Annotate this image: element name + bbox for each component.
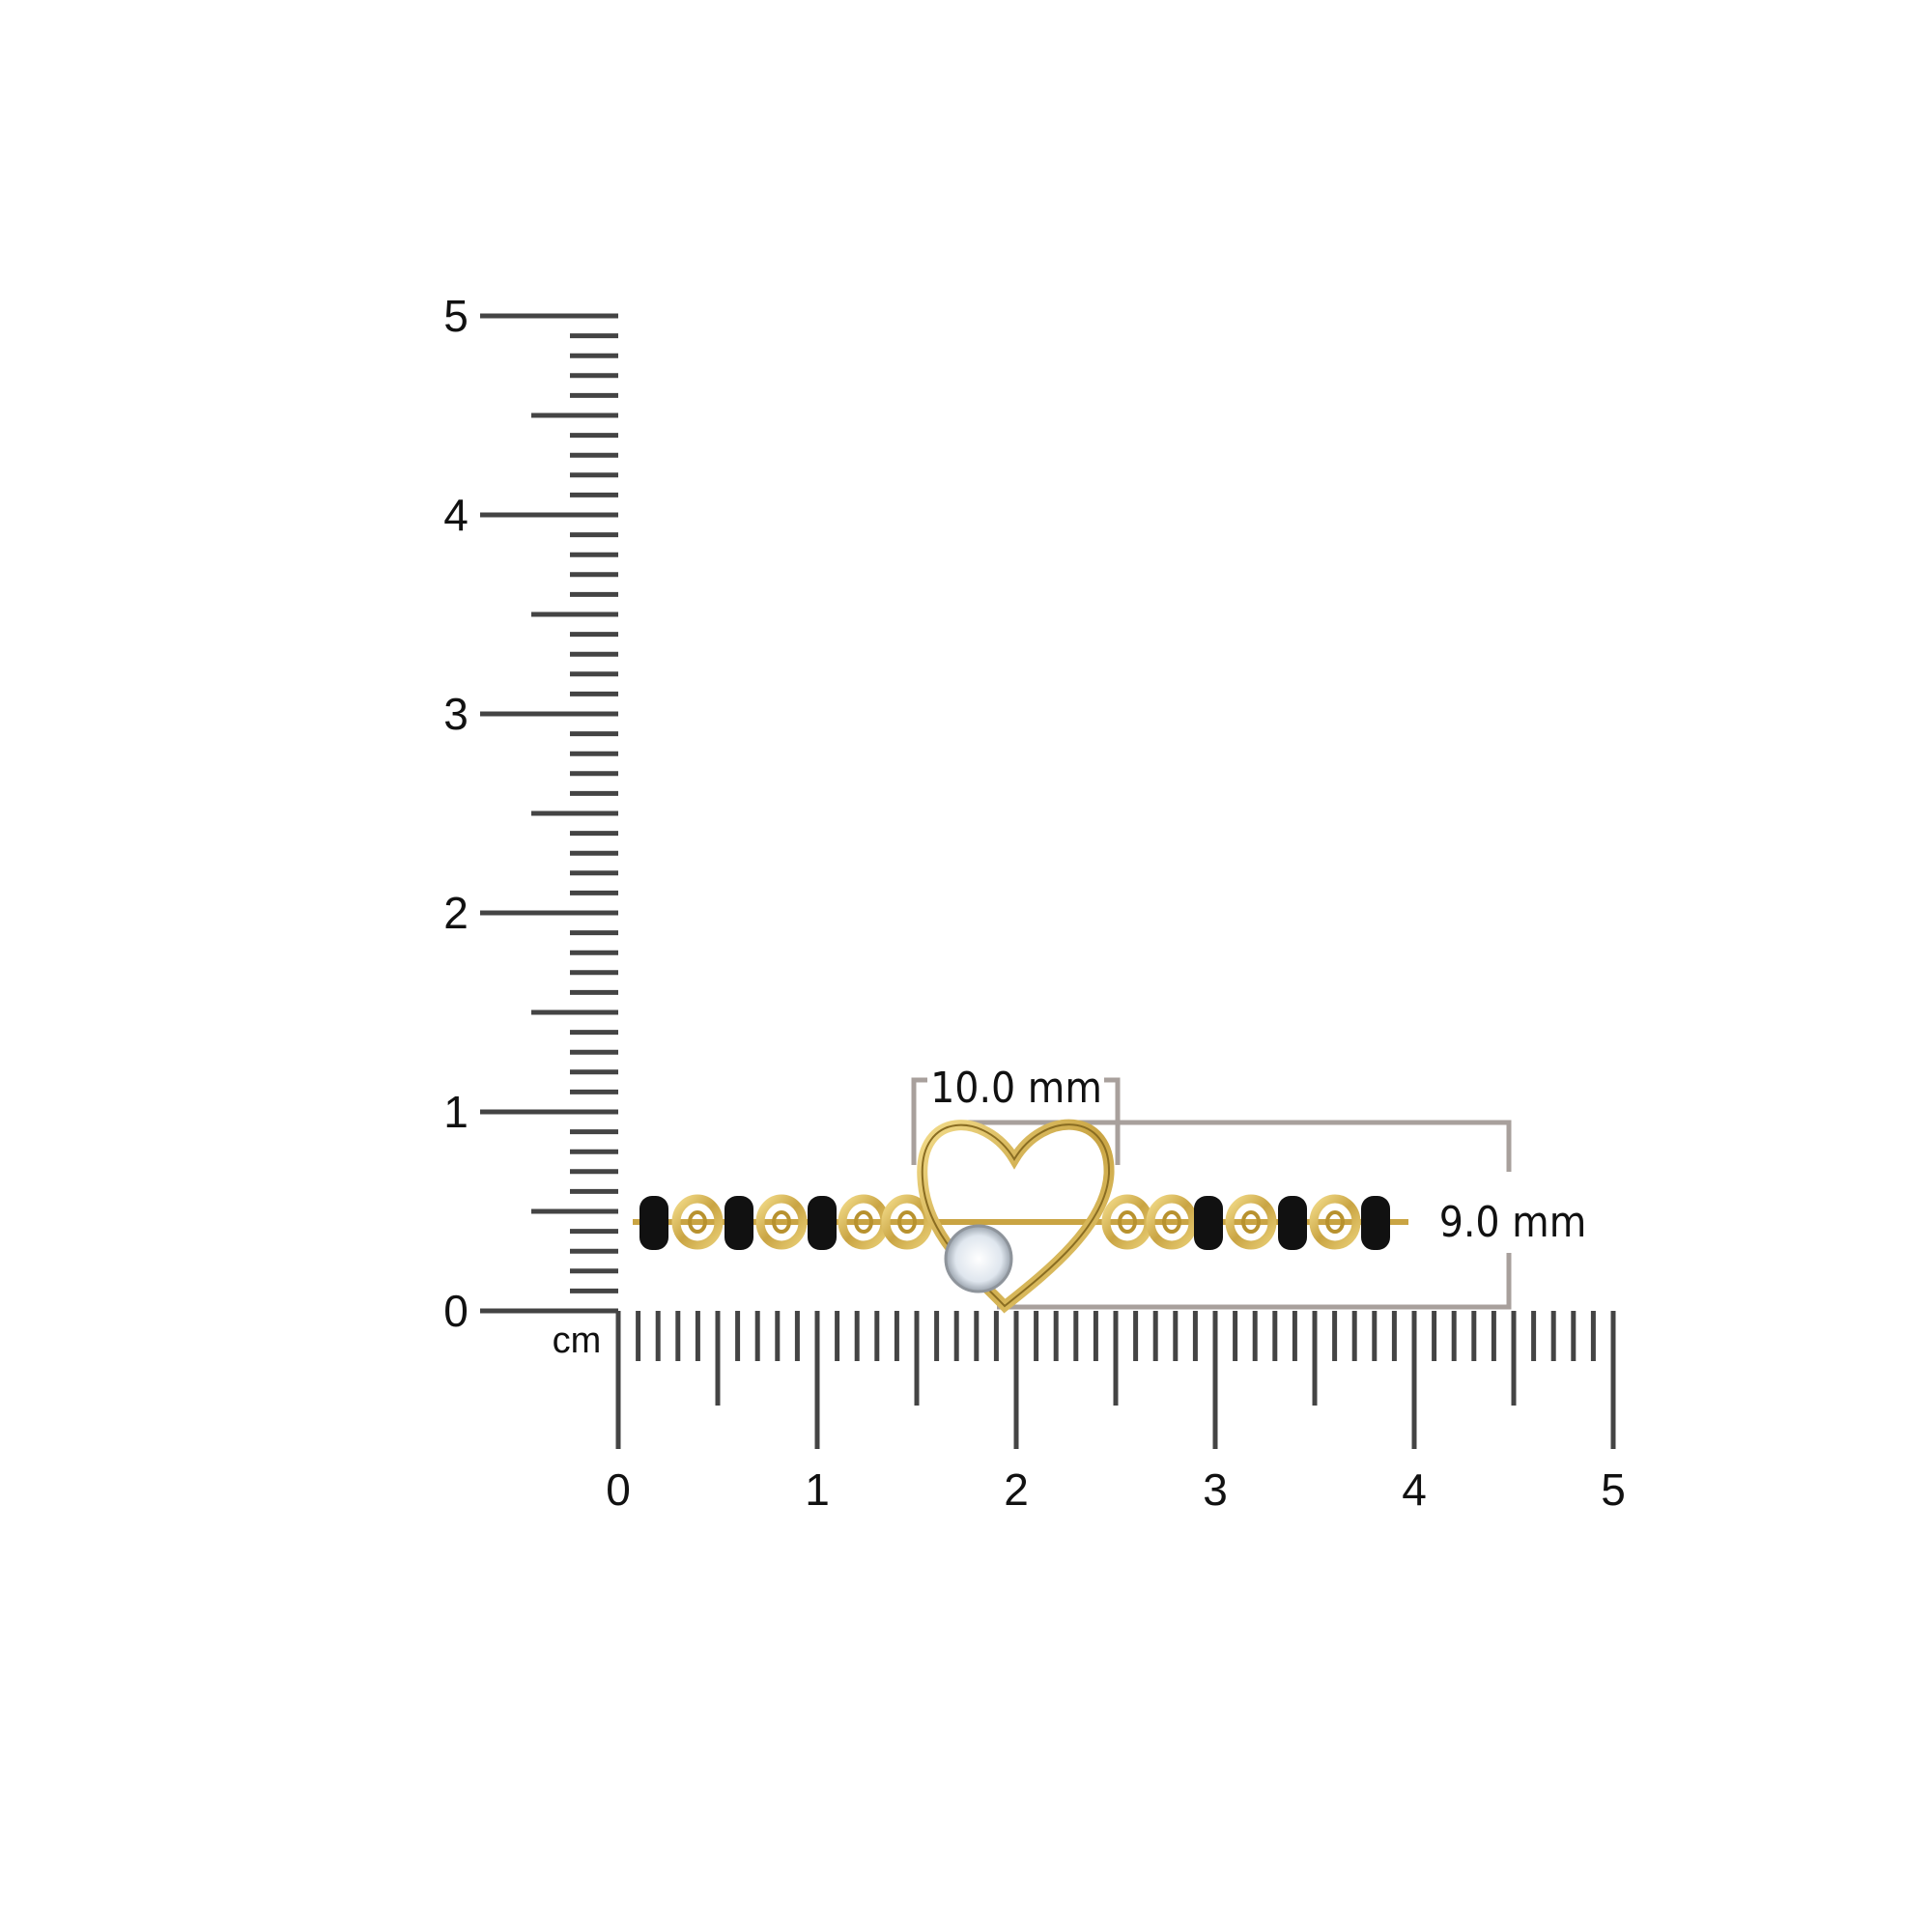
horizontal-tick-label: 1 (805, 1464, 830, 1515)
width-dimension (911, 1077, 1121, 1165)
height-label: 9.0 mm (1439, 1198, 1587, 1247)
horizontal-tick-label: 5 (1601, 1464, 1626, 1515)
vertical-tick-label: 3 (443, 689, 469, 739)
chain-link-inner (1325, 1210, 1345, 1234)
horizontal-tick-label: 2 (1004, 1464, 1029, 1515)
height-dimension (959, 1120, 1512, 1310)
black-bead (639, 1196, 668, 1250)
chain-link-inner (688, 1210, 707, 1234)
vertical-ruler-labels: 0 1 2 3 4 5 (443, 291, 469, 1336)
chain-link (1146, 1194, 1198, 1250)
height-bracket-bottom (997, 1253, 1512, 1310)
horizontal-tick-label: 4 (1402, 1464, 1427, 1515)
vertical-tick-label: 5 (443, 291, 469, 341)
vertical-tick-label: 4 (443, 490, 469, 540)
vertical-tick-label: 1 (443, 1087, 469, 1137)
vertical-tick-label: 0 (443, 1286, 469, 1336)
horizontal-ruler (615, 1311, 1616, 1449)
diamond-stone (944, 1224, 1013, 1293)
width-bracket-right (1104, 1077, 1121, 1165)
unit-label: cm (553, 1321, 602, 1361)
chain-link-inner (1118, 1210, 1137, 1234)
black-bead (808, 1196, 837, 1250)
black-beads (639, 1196, 1390, 1250)
chain-link-inner (1162, 1210, 1181, 1234)
vertical-tick-label: 2 (443, 888, 469, 938)
horizontal-ruler-labels: 0 1 2 3 4 5 (606, 1464, 1626, 1515)
width-label: 10.0 mm (930, 1064, 1102, 1113)
heart-outline (921, 1123, 1111, 1308)
chain-link (671, 1194, 724, 1250)
chain-link (1225, 1194, 1277, 1250)
horizontal-tick-label: 0 (606, 1464, 631, 1515)
width-bracket-left (911, 1077, 927, 1165)
black-bead (1194, 1196, 1223, 1250)
vertical-ruler (480, 313, 618, 1314)
chain-link (755, 1194, 808, 1250)
black-bead (724, 1196, 753, 1250)
chain-link-inner (1241, 1210, 1261, 1234)
height-bracket-top (959, 1120, 1512, 1172)
chain-link (1309, 1194, 1361, 1250)
black-bead (1278, 1196, 1307, 1250)
chain-links (671, 1194, 1361, 1250)
chain-link-inner (854, 1210, 873, 1234)
horizontal-tick-label: 3 (1203, 1464, 1228, 1515)
bracelet (633, 1119, 1408, 1314)
heart-pendant (917, 1119, 1115, 1314)
black-bead (1361, 1196, 1390, 1250)
chain-link-inner (897, 1210, 917, 1234)
chain-link-inner (772, 1210, 791, 1234)
